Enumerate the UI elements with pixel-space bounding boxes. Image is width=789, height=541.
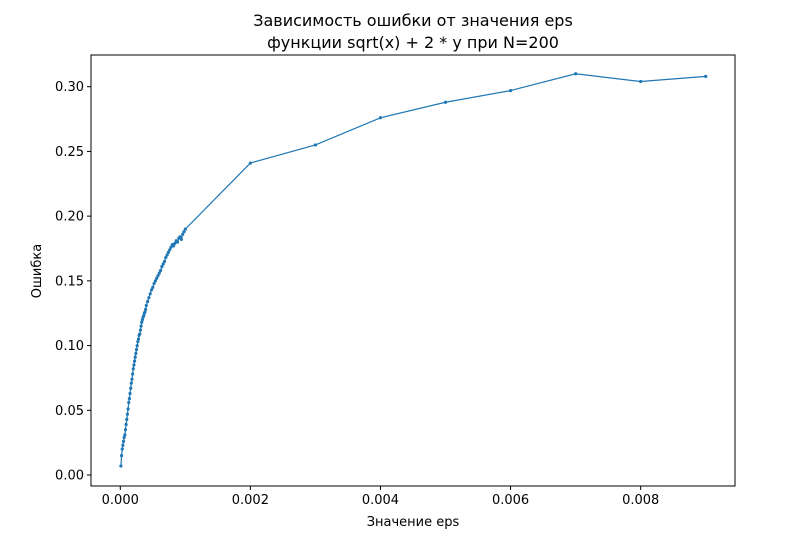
- chart-subtitle: функции sqrt(x) + 2 * y при N=200: [267, 33, 559, 52]
- data-point: [157, 271, 161, 275]
- data-point: [168, 248, 172, 252]
- data-point: [121, 443, 125, 447]
- data-point: [130, 377, 134, 381]
- data-point: [248, 161, 252, 165]
- data-point: [161, 262, 165, 266]
- data-point: [120, 447, 124, 451]
- data-point: [159, 268, 163, 273]
- data-point: [138, 328, 143, 332]
- data-point: [129, 381, 133, 385]
- data-point: [183, 227, 187, 231]
- data-point: [179, 237, 184, 242]
- y-tick-label: 0.10: [55, 339, 84, 354]
- data-point: [140, 318, 144, 322]
- data-point: [144, 303, 148, 308]
- data-point: [136, 337, 141, 341]
- data-point: [125, 412, 130, 416]
- data-point: [134, 347, 139, 352]
- data-point: [166, 250, 171, 254]
- y-axis-label: Ошибка: [30, 244, 45, 298]
- data-point: [119, 453, 124, 458]
- y-tick-label: 0.30: [55, 80, 84, 95]
- data-point: [123, 428, 128, 432]
- data-point: [139, 324, 143, 328]
- data-point: [127, 400, 131, 405]
- axes-frame: [90, 54, 736, 487]
- y-tick-label: 0.00: [55, 468, 84, 483]
- data-point: [149, 288, 154, 292]
- data-point: [151, 285, 155, 289]
- data-point: [574, 72, 578, 76]
- data-point: [143, 310, 147, 314]
- series-layer: [119, 72, 708, 468]
- data-point: [123, 433, 127, 437]
- y-tick-label: 0.15: [55, 274, 84, 289]
- data-point: [138, 332, 142, 336]
- data-point: [148, 292, 152, 296]
- data-point: [126, 407, 130, 411]
- plot-area: [90, 54, 736, 487]
- data-point: [129, 386, 133, 390]
- data-point: [169, 245, 173, 249]
- data-point: [142, 314, 146, 318]
- data-point: [122, 435, 126, 440]
- data-point: [165, 253, 169, 257]
- data-point: [639, 79, 643, 84]
- data-point: [173, 241, 177, 245]
- data-point: [121, 439, 126, 443]
- data-point: [125, 417, 129, 421]
- data-point: [178, 235, 182, 239]
- y-tick-label: 0.05: [55, 404, 84, 419]
- x-axis: 0.000 0.002 0.004 0.006 0.008: [102, 486, 659, 508]
- x-axis-label: Значение eps: [367, 515, 460, 530]
- chart-title: Зависимость ошибки от значения eps: [253, 11, 573, 30]
- x-tick-label: 0.008: [622, 493, 659, 508]
- data-point: [131, 372, 135, 376]
- data-point: [144, 307, 148, 311]
- x-tick-label: 0.006: [492, 493, 529, 508]
- x-tick-label: 0.000: [102, 493, 139, 508]
- data-point: [131, 367, 135, 371]
- data-point: [443, 100, 448, 104]
- data-point: [175, 240, 180, 244]
- data-point: [704, 74, 708, 78]
- data-point: [313, 143, 318, 147]
- data-point: [135, 343, 139, 348]
- data-point: [132, 363, 136, 367]
- data-point: [127, 397, 131, 401]
- data-point: [164, 255, 168, 260]
- data-point: [181, 232, 185, 236]
- data-point: [128, 391, 132, 396]
- data-point: [162, 259, 167, 264]
- data-point: [132, 359, 137, 363]
- data-point: [147, 296, 151, 300]
- data-point: [156, 274, 160, 278]
- data-point: [153, 279, 157, 283]
- y-tick-label: 0.25: [55, 145, 84, 160]
- data-point: [155, 276, 159, 280]
- data-point: [140, 320, 144, 324]
- data-point: [136, 340, 140, 344]
- data-point: [160, 265, 164, 269]
- data-point: [119, 464, 123, 468]
- data-point: [145, 299, 150, 304]
- x-tick-label: 0.004: [362, 493, 399, 508]
- data-point: [133, 355, 137, 359]
- data-point: [124, 422, 128, 427]
- data-point: [508, 88, 513, 93]
- data-point: [152, 281, 156, 286]
- data-point: [182, 230, 186, 234]
- x-tick-label: 0.002: [232, 493, 269, 508]
- y-axis: 0.00 0.05 0.10 0.15 0.20 0.25 0.30: [55, 80, 91, 483]
- data-point: [134, 351, 138, 355]
- y-tick-label: 0.20: [55, 210, 84, 225]
- data-point: [378, 116, 383, 120]
- data-point: [172, 244, 176, 248]
